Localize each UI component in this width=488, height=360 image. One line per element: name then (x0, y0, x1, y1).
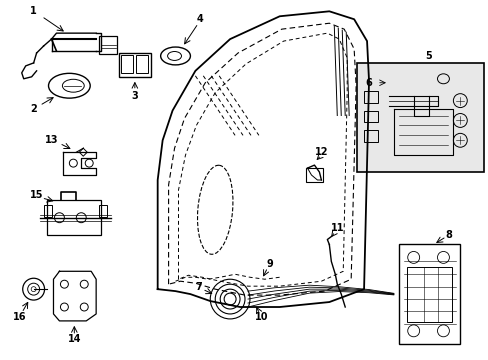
Bar (99, 36, 117, 54)
Bar (406, 267, 451, 322)
Text: 1: 1 (30, 6, 37, 16)
Text: 3: 3 (131, 91, 138, 101)
Text: 2: 2 (30, 104, 37, 113)
Text: 13: 13 (45, 135, 58, 145)
Bar (46, 200, 101, 235)
Bar (99, 205, 107, 217)
Text: 8: 8 (444, 230, 451, 239)
Text: 5: 5 (425, 51, 431, 61)
Text: 6: 6 (365, 78, 372, 88)
Text: 14: 14 (67, 334, 81, 344)
Text: 16: 16 (13, 312, 26, 322)
Text: 9: 9 (266, 259, 273, 269)
Text: 15: 15 (30, 190, 43, 200)
Text: 12: 12 (314, 147, 327, 157)
Bar (364, 111, 377, 122)
Bar (305, 168, 323, 182)
Bar (43, 205, 51, 217)
Bar (119, 53, 150, 77)
Text: 4: 4 (197, 14, 203, 24)
Bar (136, 55, 147, 73)
Bar (364, 91, 377, 103)
Text: 7: 7 (195, 282, 202, 292)
Bar (356, 63, 483, 172)
Text: 11: 11 (330, 222, 344, 233)
Text: 10: 10 (255, 312, 268, 322)
Bar (121, 55, 133, 73)
Bar (364, 130, 377, 142)
Bar (398, 244, 459, 344)
